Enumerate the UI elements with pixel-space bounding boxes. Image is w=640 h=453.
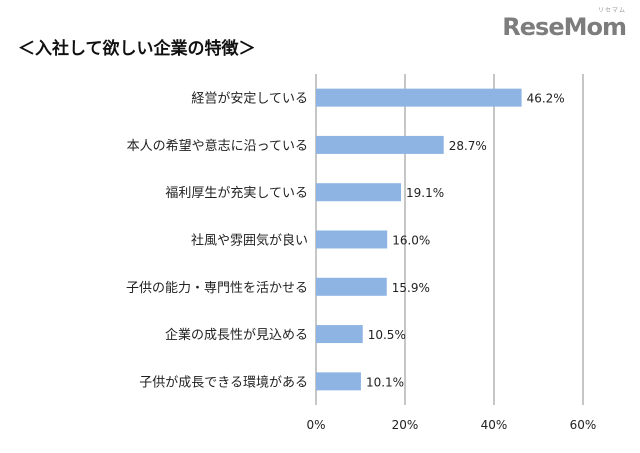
bar-layer bbox=[316, 88, 522, 391]
value-label: 10.1% bbox=[366, 375, 404, 389]
category-label: 経営が安定している bbox=[191, 92, 308, 107]
category-label: 企業の成長性が見込める bbox=[165, 327, 308, 343]
value-label: 10.5% bbox=[368, 328, 406, 342]
value-label: 46.2% bbox=[527, 92, 565, 106]
bar bbox=[316, 135, 444, 154]
chart-title: ＜入社して欲しい企業の特徴＞ bbox=[18, 39, 256, 59]
bar bbox=[316, 88, 522, 107]
category-label: 本人の希望や意志に沿っている bbox=[127, 138, 308, 154]
value-label: 16.0% bbox=[392, 234, 430, 248]
x-tick-label: 0% bbox=[306, 418, 325, 432]
value-label: 15.9% bbox=[392, 281, 430, 295]
value-label: 19.1% bbox=[406, 186, 444, 200]
bar bbox=[316, 325, 363, 344]
bar bbox=[316, 230, 388, 249]
category-label: 子供の能力・専門性を活かせる bbox=[126, 281, 308, 296]
brand-name: ReseMom bbox=[502, 13, 627, 41]
bar bbox=[316, 372, 361, 391]
x-tick-label: 20% bbox=[392, 418, 419, 432]
x-tick-label: 40% bbox=[481, 418, 508, 432]
label-layer: 0% 20% 40% 60% 経営が安定している 46.2% 本人の希望や意志に沿っている 2… bbox=[126, 92, 596, 432]
brand-logo: リセマム ReseMom bbox=[502, 7, 627, 41]
bar bbox=[316, 183, 401, 202]
brand-kana: リセマム bbox=[597, 7, 626, 14]
category-label: 子供が成長できる環境がある bbox=[139, 375, 308, 390]
x-tick-label: 60% bbox=[570, 418, 597, 432]
value-label: 28.7% bbox=[449, 139, 487, 153]
category-label: 社風や雰囲気が良い bbox=[191, 233, 308, 249]
bar bbox=[316, 277, 387, 296]
category-label: 福利厚生が充実している bbox=[165, 185, 308, 201]
